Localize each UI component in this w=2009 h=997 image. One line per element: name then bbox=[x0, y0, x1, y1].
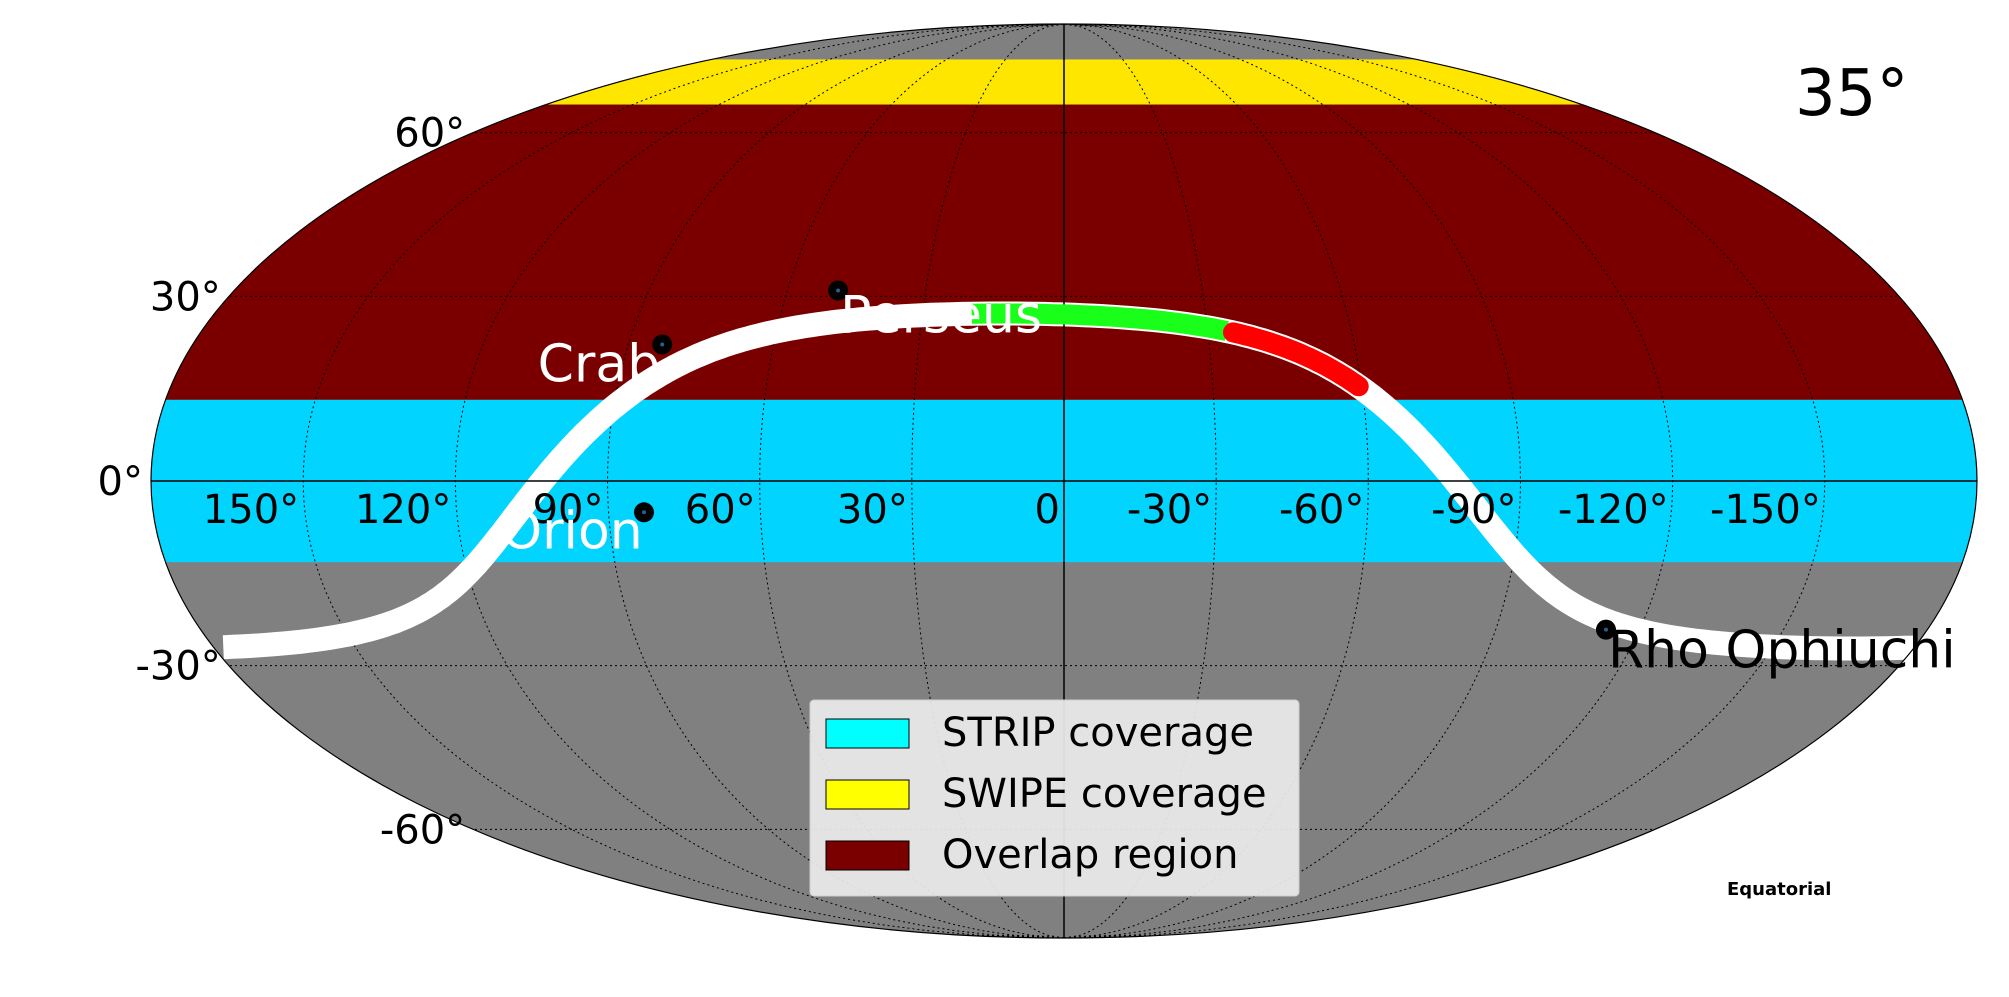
source-label: Orion bbox=[501, 501, 643, 561]
longitude-label: 90° bbox=[533, 487, 604, 533]
latitude-label: -60° bbox=[380, 807, 465, 853]
longitude-label: 30° bbox=[837, 487, 908, 533]
source-marker-center bbox=[641, 510, 646, 515]
legend-swatch-swipe bbox=[825, 779, 910, 810]
latitude-label: 0° bbox=[98, 459, 143, 505]
longitude-label: 60° bbox=[685, 487, 756, 533]
meridian-line bbox=[606, 24, 1065, 938]
longitude-label: -150° bbox=[1710, 487, 1821, 533]
coordinate-system-label: Equatorial bbox=[1727, 879, 1831, 900]
source-marker-center bbox=[836, 288, 841, 293]
swipe-coverage-region bbox=[151, 59, 1977, 105]
longitude-label: -30° bbox=[1127, 487, 1212, 533]
source-marker-center bbox=[1603, 627, 1608, 632]
scan-track-red bbox=[1223, 322, 1369, 397]
longitude-label: -120° bbox=[1558, 487, 1669, 533]
longitude-label: -90° bbox=[1431, 487, 1516, 533]
longitude-label: -60° bbox=[1279, 487, 1364, 533]
meridian-line bbox=[1063, 24, 1522, 938]
longitude-labels: 150° 120° 90° 60° 30° 0 -30° -60° -90° -120° -150° bbox=[203, 487, 1821, 533]
latitude-label: -30° bbox=[135, 644, 220, 690]
latitude-labels: 60° 30° 0° -30° -60° bbox=[98, 111, 466, 854]
overlap-region bbox=[151, 104, 1977, 400]
legend-label-swipe: SWIPE coverage bbox=[942, 771, 1267, 817]
corner-label: 35° bbox=[1795, 57, 1908, 131]
legend-swatch-strip bbox=[825, 718, 910, 749]
latitude-label: 30° bbox=[150, 274, 221, 320]
longitude-label: 150° bbox=[203, 487, 299, 533]
map-border bbox=[150, 23, 1978, 939]
legend-label-overlap: Overlap region bbox=[942, 832, 1238, 878]
sources: Perseus Crab Orion Rho Ophiuchi bbox=[501, 280, 1956, 681]
legend-label-strip: STRIP coverage bbox=[942, 710, 1254, 756]
legend-box bbox=[809, 699, 1300, 897]
legend: STRIP coverage SWIPE coverage Overlap re… bbox=[809, 699, 1300, 897]
legend-swatch-overlap bbox=[825, 840, 910, 871]
longitude-label: 120° bbox=[355, 487, 451, 533]
source-label: Crab bbox=[538, 334, 661, 394]
source-label: Perseus bbox=[840, 285, 1042, 345]
longitude-label: 0 bbox=[1035, 487, 1060, 533]
source-marker-center bbox=[660, 342, 665, 347]
scan-track-green bbox=[971, 303, 1229, 341]
source-label: Rho Ophiuchi bbox=[1608, 621, 1956, 681]
latitude-label: 60° bbox=[394, 111, 465, 157]
